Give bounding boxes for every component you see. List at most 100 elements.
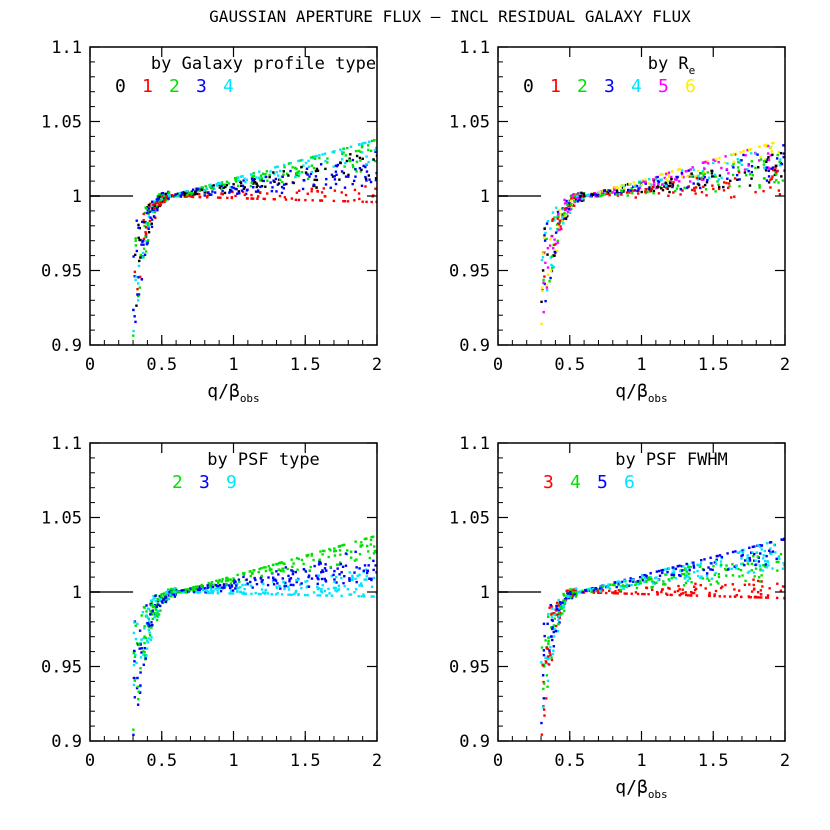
scatter-point (162, 200, 166, 204)
scatter-point (147, 628, 151, 632)
scatter-point (335, 581, 338, 584)
scatter-point (558, 616, 561, 620)
scatter-point (333, 550, 336, 553)
scatter-point (687, 576, 691, 579)
scatter-point (664, 583, 667, 586)
scatter-point (619, 192, 623, 195)
scatter-point (578, 192, 582, 195)
scatter-point (144, 206, 147, 209)
scatter-point (549, 256, 553, 259)
scatter-point (752, 554, 755, 558)
scatter-point (546, 253, 549, 256)
scatter-point (145, 614, 149, 617)
scatter-point (302, 568, 306, 571)
scatter-point (274, 177, 278, 181)
scatter-point (210, 186, 213, 189)
scatter-point (766, 594, 770, 597)
scatter-point (254, 591, 257, 595)
scatter-point (657, 180, 661, 184)
scatter-point (207, 581, 210, 585)
scatter-point (240, 184, 243, 188)
scatter-point (240, 189, 244, 192)
scatter-point (168, 591, 171, 594)
scatter-point (733, 195, 736, 198)
scatter-point (615, 585, 618, 589)
scatter-point (321, 570, 325, 573)
scatter-point (134, 278, 137, 282)
scatter-point (239, 180, 242, 184)
scatter-point (723, 567, 727, 571)
scatter-point (540, 646, 544, 649)
scatter-point (683, 577, 686, 580)
scatter-point (196, 588, 200, 591)
scatter-point (273, 172, 276, 176)
scatter-point (216, 584, 219, 588)
scatter-point (615, 193, 618, 196)
scatter-point (547, 642, 550, 645)
scatter-point (631, 191, 634, 195)
scatter-point (246, 188, 249, 191)
scatter-point (145, 604, 148, 607)
scatter-point (166, 591, 169, 595)
scatter-point (355, 558, 358, 561)
scatter-point (227, 584, 231, 587)
scatter-point (365, 578, 368, 581)
y-tick-label: 0.9 (51, 336, 82, 356)
scatter-point (667, 194, 670, 198)
scatter-point (192, 590, 196, 593)
scatter-point (711, 568, 714, 572)
scatter-point (548, 649, 551, 652)
scatter-point (648, 186, 651, 189)
scatter-point (374, 178, 377, 182)
scatter-point (157, 598, 160, 602)
scatter-point (565, 207, 568, 210)
scatter-point (737, 160, 740, 164)
scatter-point (340, 594, 343, 598)
scatter-point (138, 629, 142, 632)
scatter-point (547, 639, 550, 643)
scatter-point (264, 172, 267, 176)
scatter-point (310, 190, 313, 193)
scatter-point (156, 615, 160, 618)
scatter-point (570, 195, 574, 199)
scatter-point (365, 170, 369, 173)
scatter-point (554, 242, 558, 246)
scatter-point (236, 176, 240, 179)
scatter-point (320, 199, 323, 202)
scatter-point (375, 200, 377, 204)
scatter-point (314, 169, 318, 173)
scatter-point (353, 188, 357, 192)
scatter-point (316, 588, 320, 591)
scatter-point (775, 557, 778, 561)
scatter-point (545, 222, 549, 225)
scatter-point (596, 590, 600, 593)
legend-title: by Galaxy profile type (151, 54, 376, 74)
scatter-point (765, 554, 768, 558)
scatter-point (185, 590, 189, 594)
scatter-point (312, 591, 316, 594)
scatter-point (241, 592, 244, 595)
scatter-point (556, 241, 560, 244)
scatter-point (722, 181, 726, 184)
scatter-point (569, 199, 573, 203)
scatter-point (251, 572, 254, 575)
scatter-point (763, 158, 767, 161)
scatter-point (619, 588, 623, 592)
scatter-point (680, 171, 684, 175)
scatter-point (279, 569, 283, 573)
scatter-point (142, 218, 145, 222)
scatter-point (735, 564, 738, 568)
x-tick-label: 0 (85, 751, 95, 771)
scatter-point (608, 587, 612, 590)
scatter-point (770, 150, 773, 153)
scatter-point (659, 173, 662, 176)
scatter-point (143, 606, 146, 609)
scatter-point (355, 160, 359, 164)
scatter-point (751, 545, 755, 549)
scatter-point (162, 592, 166, 595)
scatter-point (161, 596, 164, 599)
scatter-point (226, 196, 229, 200)
scatter-point (339, 562, 343, 566)
scatter-point (756, 579, 760, 583)
scatter-point (183, 191, 186, 195)
